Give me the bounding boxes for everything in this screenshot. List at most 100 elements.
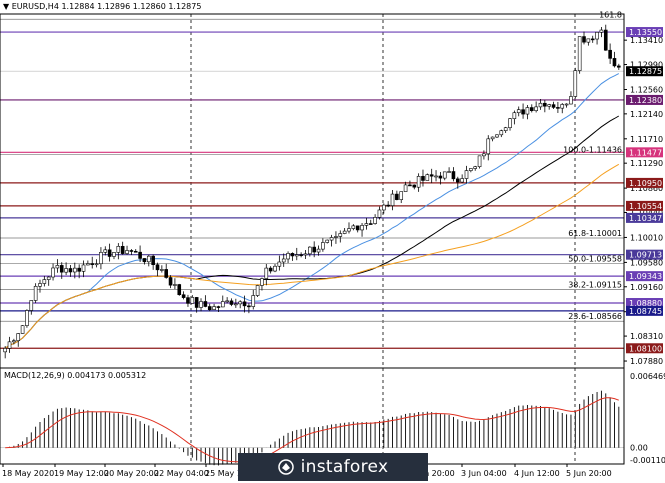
candle [560, 103, 565, 114]
candle [508, 117, 512, 131]
candle-body [268, 267, 273, 272]
candle [225, 297, 229, 304]
candle-body [564, 103, 569, 106]
level-price-label: 1.10554 [626, 200, 663, 211]
price-tick-label: 1.11290 [630, 159, 663, 168]
candle [312, 241, 316, 258]
candle-body [29, 300, 34, 311]
candle [464, 165, 469, 184]
candlesticks [3, 24, 621, 359]
fibo-label: 100.0-1.11436 [563, 146, 622, 155]
candle [434, 170, 438, 182]
level-label-text: 1.09713 [629, 251, 662, 260]
candle [59, 262, 64, 279]
candle [382, 203, 386, 214]
candle [451, 167, 456, 182]
candle [573, 67, 578, 99]
candle-body [590, 38, 595, 41]
candle-body [120, 246, 125, 254]
candle-body [603, 29, 608, 51]
candle-body [482, 153, 486, 157]
level-price-label: 1.08100 [626, 343, 663, 354]
candle [303, 249, 308, 259]
candle [355, 225, 360, 233]
candle-body [273, 265, 277, 272]
candle [173, 278, 177, 290]
candle-body [99, 251, 103, 265]
candle-body [473, 166, 478, 169]
level-label-text: 1.08100 [629, 344, 662, 353]
candle [308, 246, 312, 257]
candle [294, 247, 299, 261]
candle-body [617, 65, 621, 68]
candle [469, 168, 473, 173]
candle [203, 295, 208, 308]
level-label-text: 1.11477 [629, 148, 662, 157]
candle [408, 180, 412, 187]
candle-body [186, 297, 190, 304]
candle [425, 173, 430, 181]
candle [612, 51, 617, 68]
candle [534, 101, 538, 113]
time-tick-label: 20 May 20:00 [104, 469, 159, 478]
price-tick-label: 1.09160 [630, 283, 663, 292]
candle [133, 249, 138, 253]
candle [399, 191, 404, 204]
level-label-text: 1.12380 [629, 96, 662, 105]
macd-tick-label: 0.006469 [630, 372, 665, 381]
candle-body [538, 102, 543, 108]
candle-body [455, 178, 460, 183]
candle [155, 262, 160, 277]
level-label-bg [626, 94, 663, 105]
candle [595, 31, 599, 45]
candle [499, 129, 504, 138]
candle-body [225, 300, 229, 303]
time-tick-label: 1 Jun 20:00 [409, 469, 455, 478]
candle-body [68, 268, 73, 273]
candle [142, 258, 147, 265]
macd-panel [0, 390, 624, 466]
candle-body [534, 106, 538, 112]
dropdown-triangle-icon[interactable]: ▼ [3, 2, 10, 11]
candle [273, 263, 277, 273]
level-labels: 1.13550 1.12875 1.12380 1.11477 1.10950 1.105… [626, 27, 663, 354]
candle [608, 43, 612, 64]
time-tick-label: 22 May 04:00 [154, 469, 209, 478]
level-price-label: 1.09343 [626, 271, 663, 282]
candle-body [438, 175, 443, 179]
instaforex-watermark: instaforex [238, 453, 428, 481]
candle-body [112, 252, 116, 257]
level-price-label: 1.08880 [626, 298, 663, 309]
candle [342, 228, 347, 235]
level-label-text: 1.10950 [629, 179, 662, 188]
candle [229, 298, 234, 307]
candle-body [486, 138, 491, 155]
level-label-text: 1.10347 [629, 214, 662, 223]
candle [242, 295, 247, 313]
candle-body [582, 36, 586, 43]
candle-body [338, 233, 343, 237]
fibo-label: 38.2-1.09115 [568, 280, 622, 289]
level-price-label: 1.12380 [626, 94, 663, 105]
candle-body [316, 248, 321, 253]
candle [194, 296, 199, 313]
level-label-bg [626, 212, 663, 223]
candle [538, 98, 543, 110]
candle-body [81, 264, 86, 272]
candle [482, 150, 486, 160]
candle-body [242, 301, 247, 307]
level-label-text: 1.10554 [629, 202, 662, 211]
candle-body [408, 184, 412, 187]
candle-body [238, 301, 242, 305]
candle [199, 298, 203, 312]
chart-header: ▼ EURUSD,H4 1.12884 1.12896 1.12860 1.12… [3, 2, 201, 11]
candle-body [294, 254, 299, 257]
candle [486, 135, 491, 161]
candle [556, 101, 560, 113]
candle-body [364, 223, 369, 226]
candle-body [395, 193, 399, 200]
candle-body [442, 171, 447, 179]
time-tick-label: 4 Jun 12:00 [514, 469, 560, 478]
